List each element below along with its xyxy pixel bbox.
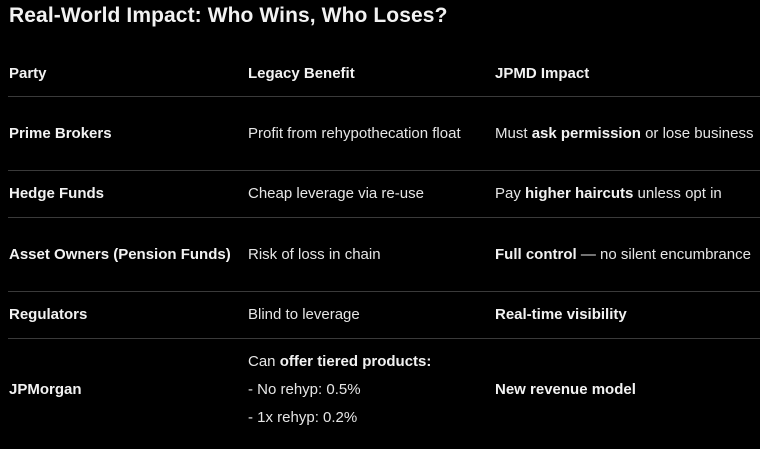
impact-text: — no silent encumbrance (576, 245, 751, 263)
page-title: Real-World Impact: Who Wins, Who Loses? (9, 4, 448, 27)
header-party: Party (8, 52, 247, 97)
legacy-cell: Profit from rehypothecation float (247, 96, 494, 171)
table-row: JPMorgan Can offer tiered products: - No… (8, 339, 760, 441)
legacy-emphasis: offer tiered products: (279, 352, 432, 370)
impact-cell: Must ask permission or lose business (494, 96, 760, 171)
impact-emphasis: Full control (495, 245, 577, 263)
legacy-list-item: - No rehyp: 0.5% (248, 380, 361, 398)
table-row: Prime Brokers Profit from rehypothecatio… (8, 96, 760, 171)
legacy-cell: Cheap leverage via re-use (247, 170, 494, 218)
impact-emphasis: Real-time visibility (495, 306, 627, 323)
impact-table: Party Legacy Benefit JPMD Impact Prime B… (8, 52, 760, 440)
impact-text: or lose business (640, 124, 754, 142)
legacy-cell: Can offer tiered products: - No rehyp: 0… (247, 339, 494, 441)
table-header-row: Party Legacy Benefit JPMD Impact (8, 52, 760, 97)
impact-emphasis: ask permission (531, 124, 641, 142)
party-cell: Hedge Funds (8, 170, 247, 218)
legacy-cell: Blind to leverage (247, 291, 494, 339)
legacy-line: Can offer tiered products: (248, 348, 492, 376)
impact-cell: Full control — no silent encumbrance (494, 217, 760, 292)
table-row: Asset Owners (Pension Funds) Risk of los… (8, 217, 760, 292)
party-cell: Regulators (8, 291, 247, 339)
impact-cell: Pay higher haircuts unless opt in (494, 170, 760, 218)
impact-text: Pay (495, 185, 526, 202)
impact-text: unless opt in (633, 185, 722, 202)
impact-emphasis: higher haircuts (525, 185, 634, 202)
header-jpmd-impact: JPMD Impact (494, 52, 760, 97)
impact-cell: New revenue model (494, 339, 760, 441)
legacy-list-item: - 1x rehyp: 0.2% (248, 408, 358, 426)
legacy-cell: Risk of loss in chain (247, 217, 494, 292)
legacy-text: Can (248, 352, 280, 370)
table-row: Regulators Blind to leverage Real-time v… (8, 291, 760, 339)
table-row: Hedge Funds Cheap leverage via re-use Pa… (8, 170, 760, 218)
party-cell: Prime Brokers (8, 96, 247, 171)
impact-emphasis: New revenue model (495, 380, 636, 398)
header-legacy-benefit: Legacy Benefit (247, 52, 494, 97)
impact-cell: Real-time visibility (494, 291, 760, 339)
party-cell: Asset Owners (Pension Funds) (8, 217, 247, 292)
party-cell: JPMorgan (9, 380, 82, 398)
impact-text: Must (495, 124, 532, 142)
